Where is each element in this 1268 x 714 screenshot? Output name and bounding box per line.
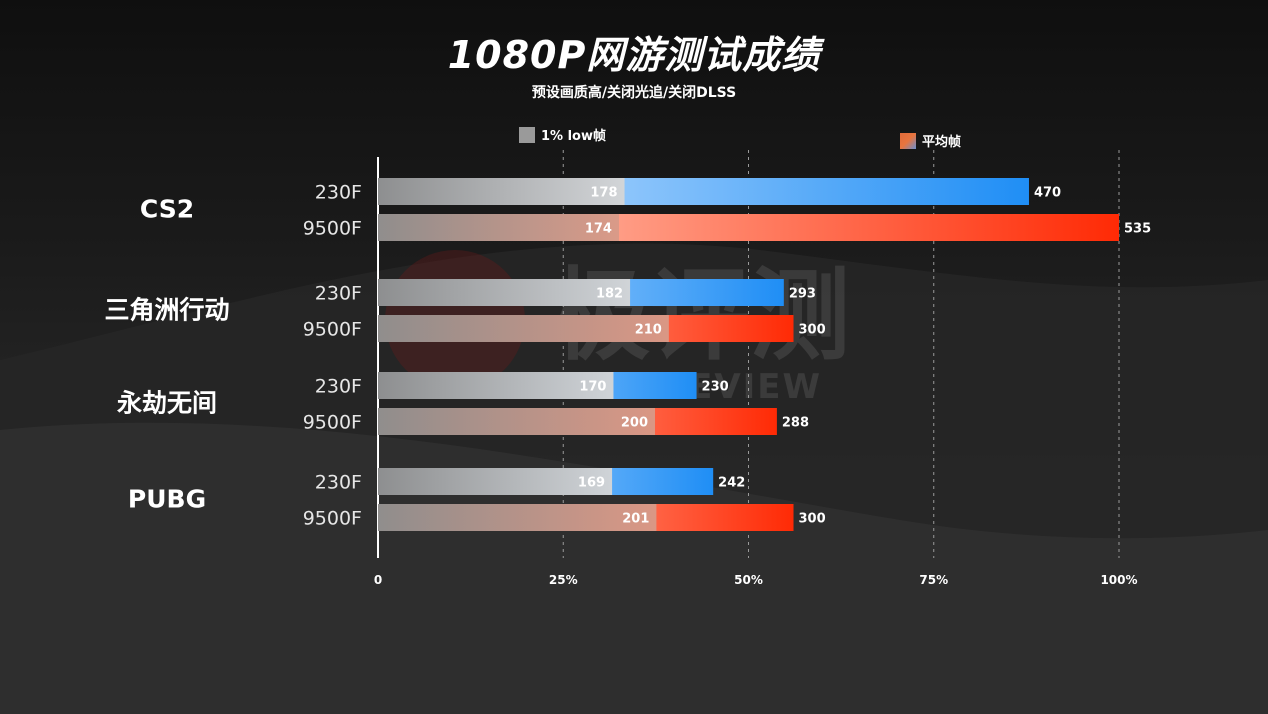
low-bar xyxy=(378,408,656,435)
low-bar xyxy=(378,315,669,342)
low-bar xyxy=(378,279,631,306)
game-label: CS2 xyxy=(140,195,194,224)
avg-value-label: 288 xyxy=(782,416,809,431)
low-value-label: 174 xyxy=(585,222,612,237)
x-tick-label: 0 xyxy=(374,573,382,587)
avg-value-label: 242 xyxy=(718,476,745,491)
legend-swatch-low xyxy=(519,126,535,143)
cpu-label: 9500F xyxy=(303,508,362,530)
low-value-label: 201 xyxy=(622,512,649,527)
low-value-label: 169 xyxy=(578,476,605,491)
low-value-label: 178 xyxy=(590,186,617,201)
low-value-label: 170 xyxy=(579,380,606,395)
low-value-label: 200 xyxy=(621,416,648,431)
game-label: 永劫无间 xyxy=(117,389,217,418)
low-bar xyxy=(378,504,657,531)
avg-value-label: 230 xyxy=(702,380,729,395)
avg-value-label: 535 xyxy=(1124,222,1151,237)
x-tick-label: 25% xyxy=(549,573,578,587)
cpu-label: 9500F xyxy=(303,218,362,240)
chart-title: 1080P网游测试成绩 xyxy=(447,33,821,77)
chart-subtitle: 预设画质高/关闭光追/关闭DLSS xyxy=(531,85,737,101)
game-label: 三角洲行动 xyxy=(104,296,229,325)
low-bar xyxy=(378,214,619,241)
avg-value-label: 300 xyxy=(799,512,826,527)
avg-value-label: 470 xyxy=(1034,186,1061,201)
low-bar xyxy=(378,468,613,495)
low-bar xyxy=(378,178,625,205)
cpu-label: 230F xyxy=(315,283,362,305)
low-value-label: 210 xyxy=(635,323,662,338)
low-bar xyxy=(378,372,614,399)
legend-label-low: 1% low帧 xyxy=(541,129,606,144)
cpu-label: 9500F xyxy=(303,319,362,341)
x-tick-label: 75% xyxy=(919,573,948,587)
legend-label-avg: 平均帧 xyxy=(922,135,962,150)
legend-item-low: 1% low帧 xyxy=(519,125,606,144)
cpu-label: 9500F xyxy=(303,412,362,434)
avg-value-label: 293 xyxy=(789,287,816,302)
cpu-label: 230F xyxy=(315,472,362,494)
game-label: PUBG xyxy=(128,485,206,514)
avg-value-label: 300 xyxy=(799,323,826,338)
cpu-label: 230F xyxy=(315,376,362,398)
x-tick-label: 50% xyxy=(734,573,763,587)
low-value-label: 182 xyxy=(596,287,623,302)
cpu-label: 230F xyxy=(315,182,362,204)
legend-item-avg: 平均帧 xyxy=(900,131,961,150)
legend-swatch-avg xyxy=(900,132,916,149)
x-tick-label: 100% xyxy=(1100,573,1137,587)
